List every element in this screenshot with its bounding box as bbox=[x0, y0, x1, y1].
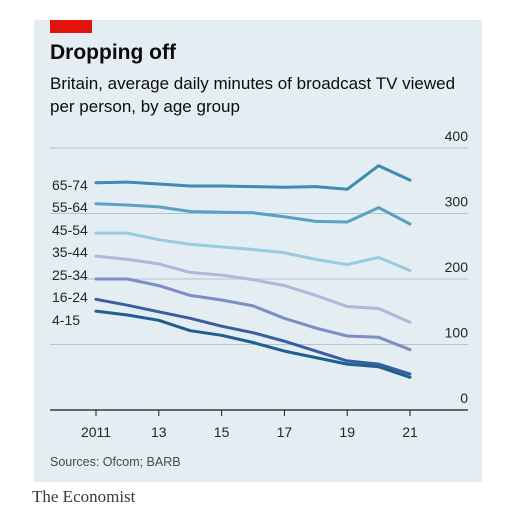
series-label-35-44: 35-44 bbox=[52, 244, 88, 260]
series-label-55-64: 55-64 bbox=[52, 199, 88, 215]
x-tick-label: 2011 bbox=[81, 424, 111, 440]
y-tick-label: 400 bbox=[445, 128, 469, 144]
source-note: Sources: Ofcom; BARB bbox=[50, 455, 181, 469]
series-line-45-54 bbox=[94, 231, 412, 272]
series-line-16-24 bbox=[94, 297, 412, 376]
y-axis-ticks: 0 100 200 300 400 bbox=[445, 128, 469, 406]
series-line-35-44 bbox=[94, 254, 412, 324]
x-tick-label: 19 bbox=[339, 424, 355, 440]
y-tick-label: 0 bbox=[460, 390, 468, 406]
series-label-16-24: 16-24 bbox=[52, 289, 88, 305]
x-tick-label: 15 bbox=[214, 424, 230, 440]
y-tick-label: 100 bbox=[445, 325, 469, 341]
x-tick-label: 13 bbox=[151, 424, 167, 440]
series-line-4-15 bbox=[94, 309, 412, 379]
brand-red-bar bbox=[50, 20, 92, 33]
chart-title: Dropping off bbox=[50, 41, 176, 64]
y-tick-label: 200 bbox=[445, 259, 469, 275]
series-lines bbox=[94, 164, 412, 379]
series-line-25-34 bbox=[94, 277, 412, 352]
series-label-25-34: 25-34 bbox=[52, 267, 88, 283]
economist-logo: The Economist bbox=[32, 487, 136, 506]
series-label-4-15: 4-15 bbox=[52, 312, 80, 328]
chart-subtitle: Britain, average daily minutes of broadc… bbox=[50, 74, 456, 116]
series-label-45-54: 45-54 bbox=[52, 222, 88, 238]
x-tick-label: 21 bbox=[402, 424, 418, 440]
x-tick-label: 17 bbox=[277, 424, 293, 440]
series-label-65-74: 65-74 bbox=[52, 177, 88, 193]
series-labels: 65-74 55-64 45-54 35-44 25-34 16-24 4-15 bbox=[52, 177, 88, 328]
x-axis-ticks: 2011 13 15 17 19 21 bbox=[81, 410, 418, 440]
series-line-55-64 bbox=[94, 202, 412, 226]
y-tick-label: 300 bbox=[445, 194, 469, 210]
series-line-65-74 bbox=[94, 164, 412, 191]
